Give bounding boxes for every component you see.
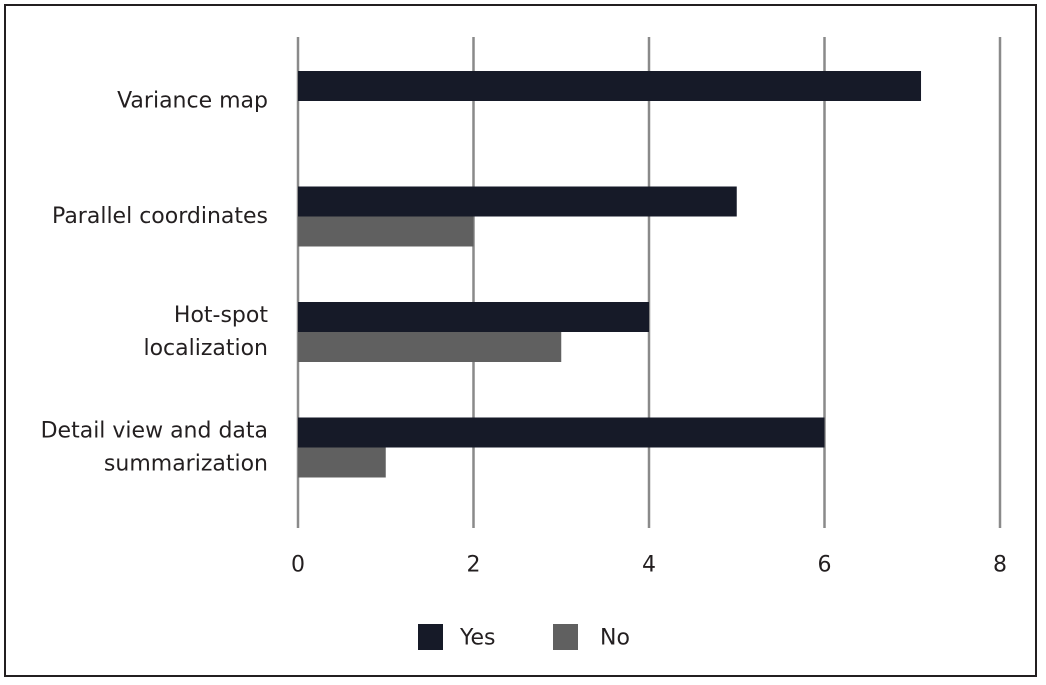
legend-label-yes: Yes (459, 626, 496, 651)
bar-no-3 (298, 447, 386, 478)
category-label-2-0: Hot-spot (174, 303, 268, 328)
legend-label-no: No (600, 626, 630, 651)
bar-yes-0 (298, 71, 922, 101)
x-tick-label-1: 2 (467, 553, 481, 578)
x-tick-label-2: 4 (642, 553, 656, 578)
category-label-3-0: Detail view and data (41, 419, 268, 444)
x-tick-label-3: 6 (818, 553, 832, 578)
legend-swatch-yes (418, 624, 443, 650)
bar-yes-3 (298, 417, 825, 448)
bars (298, 71, 922, 478)
category-label-1-0: Parallel coordinates (52, 204, 268, 229)
bar-yes-2 (298, 302, 649, 332)
bar-no-2 (298, 332, 562, 362)
legend: Yes No (418, 624, 630, 651)
legend-swatch-no (553, 624, 578, 650)
category-label-3-1: summarization (104, 452, 268, 477)
x-tick-label-4: 8 (993, 553, 1007, 578)
gridlines (296, 37, 1002, 528)
category-label-2-1: localization (143, 336, 268, 361)
x-tick-label-0: 0 (291, 553, 305, 578)
x-tick-labels: 0 2 4 6 8 (291, 553, 1007, 578)
bar-yes-1 (298, 186, 737, 217)
category-labels: Variance map Parallel coordinates Hot-spot… (41, 89, 269, 477)
bar-no-1 (298, 216, 474, 247)
category-label-0-0: Variance map (117, 89, 268, 114)
